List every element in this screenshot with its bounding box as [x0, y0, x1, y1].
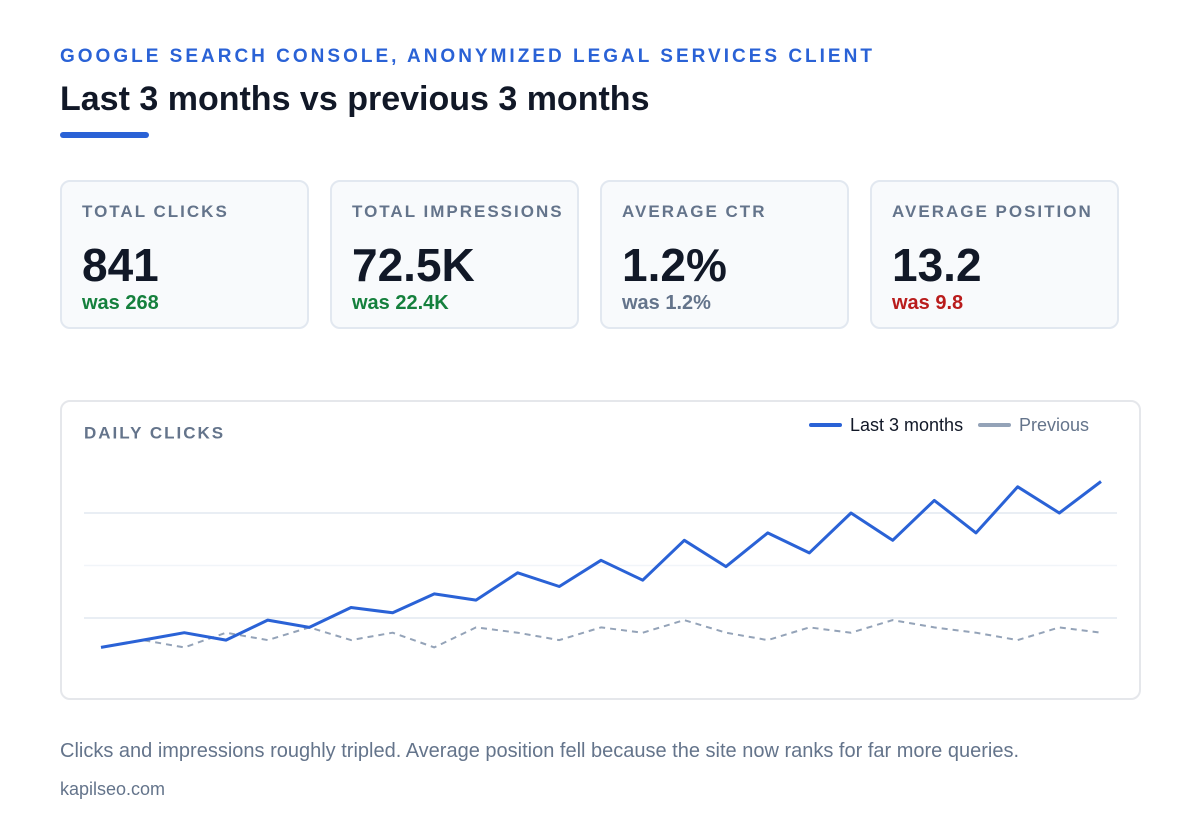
legend-label: Last 3 months [850, 415, 963, 435]
chart: DAILY CLICKS Last 3 months Previous [84, 415, 1117, 649]
metric-label: AVERAGE POSITION [892, 202, 1093, 221]
metric-card: TOTAL IMPRESSIONS 72.5K was 22.4K [330, 180, 579, 329]
metric-card: TOTAL CLICKS 841 was 268 [60, 180, 309, 329]
series-line [100, 480, 1102, 649]
title-underline [60, 132, 149, 138]
metric-previous: was 9.8 [892, 292, 964, 314]
metric-value: 841 [82, 239, 159, 291]
chart-card: DAILY CLICKS Last 3 months Previous [60, 400, 1141, 700]
page-title: Last 3 months vs previous 3 months [60, 80, 650, 118]
eyebrow: GOOGLE SEARCH CONSOLE, ANONYMIZED LEGAL … [60, 46, 875, 67]
metric-value: 72.5K [352, 239, 475, 291]
source: kapilseo.com [60, 779, 166, 799]
metric-value: 1.2% [622, 239, 727, 291]
metric-label: TOTAL IMPRESSIONS [352, 202, 564, 221]
metric-card: AVERAGE POSITION 13.2 was 9.8 [870, 180, 1119, 329]
metric-value: 13.2 [892, 239, 982, 291]
metric-previous: was 22.4K [352, 292, 449, 314]
chart-title: DAILY CLICKS [84, 423, 225, 442]
legend-label: Previous [1019, 415, 1089, 435]
metric-label: TOTAL CLICKS [82, 202, 229, 221]
metric-previous: was 268 [82, 292, 159, 314]
metric-label: AVERAGE CTR [622, 202, 767, 221]
metric-card: AVERAGE CTR 1.2% was 1.2% [600, 180, 849, 329]
footnote: Clicks and impressions roughly tripled. … [60, 740, 1019, 762]
series-line [100, 619, 1102, 649]
metric-previous: was 1.2% [622, 292, 711, 314]
